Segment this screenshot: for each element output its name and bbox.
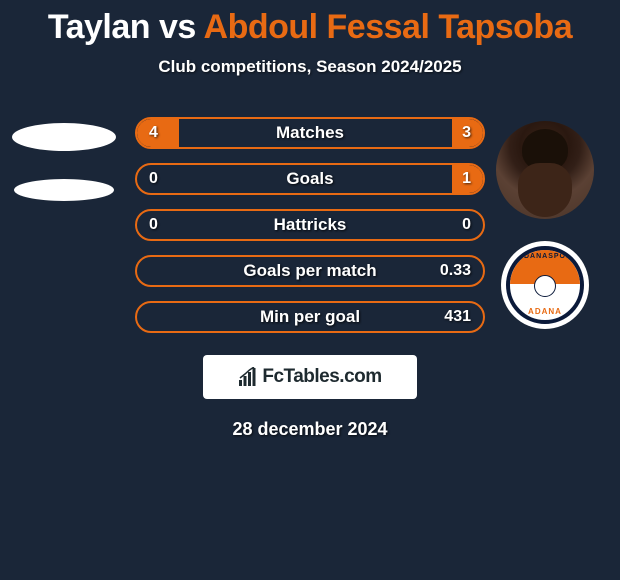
left-player-column: [8, 117, 120, 201]
stat-value-right: 1: [462, 170, 471, 188]
brand-text: FcTables.com: [262, 366, 381, 388]
club-badge-ball-icon: [534, 275, 556, 297]
player2-club-badge: ADANASPOR ADANA: [501, 241, 589, 329]
stat-value-right: 0.33: [440, 262, 471, 280]
club-badge-name-top: ADANASPOR: [510, 253, 580, 260]
stat-value-right: 431: [444, 308, 471, 326]
content-area: ADANASPOR ADANA 4Matches30Goals10Hattric…: [0, 117, 620, 333]
comparison-title: Taylan vs Abdoul Fessal Tapsoba: [0, 0, 620, 47]
brand-chart-icon: [238, 367, 258, 387]
stat-label: Min per goal: [137, 307, 483, 327]
stat-value-right: 3: [462, 124, 471, 142]
comparison-date: 28 december 2024: [0, 419, 620, 440]
stat-label: Goals: [137, 169, 483, 189]
player1-club-badge-placeholder: [14, 179, 114, 201]
subtitle: Club competitions, Season 2024/2025: [0, 57, 620, 77]
stat-row: Goals per match0.33: [135, 255, 485, 287]
stat-label: Hattricks: [137, 215, 483, 235]
player1-name: Taylan: [48, 8, 150, 46]
stat-label: Matches: [137, 123, 483, 143]
stat-value-right: 0: [462, 216, 471, 234]
stat-label: Goals per match: [137, 261, 483, 281]
right-player-column: ADANASPOR ADANA: [490, 117, 600, 329]
player2-avatar: [496, 121, 594, 219]
club-badge-inner: ADANASPOR ADANA: [506, 246, 584, 324]
stat-row: 0Goals1: [135, 163, 485, 195]
brand-box: FcTables.com: [203, 355, 417, 399]
club-badge-name-bottom: ADANA: [510, 307, 580, 316]
stat-row: 0Hattricks0: [135, 209, 485, 241]
stat-row: 4Matches3: [135, 117, 485, 149]
vs-text: vs: [159, 8, 196, 46]
stat-row: Min per goal431: [135, 301, 485, 333]
player1-avatar-placeholder: [12, 123, 116, 151]
stats-bars: 4Matches30Goals10Hattricks0Goals per mat…: [135, 117, 485, 333]
player2-name: Abdoul Fessal Tapsoba: [204, 8, 573, 46]
